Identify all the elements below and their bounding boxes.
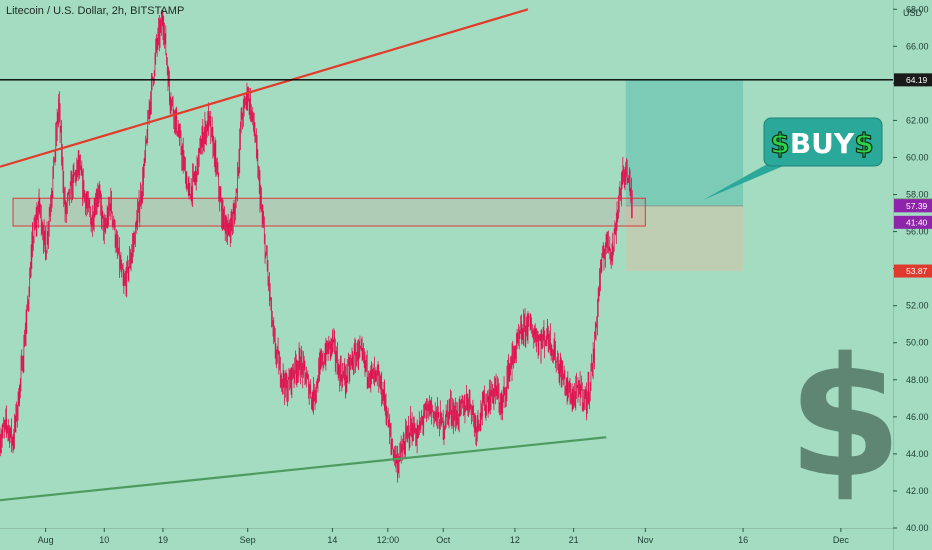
y-tick-label: 68.00 — [906, 4, 929, 14]
x-tick-label: Sep — [240, 535, 256, 545]
price-badge — [894, 215, 932, 229]
plot-background — [0, 0, 893, 550]
x-tick-label: Dec — [833, 535, 850, 545]
y-tick-label: 52.00 — [906, 301, 929, 311]
price-badge — [894, 199, 932, 213]
x-tick-label: 14 — [327, 535, 337, 545]
price-badge-text: 57.39 — [906, 201, 928, 211]
chart-title: Litecoin / U.S. Dollar, 2h, BITSTAMP — [6, 5, 185, 17]
y-tick-label: 56.00 — [906, 227, 929, 237]
lines-layer — [0, 8, 893, 502]
buy-label: BUY — [790, 127, 855, 160]
price-badge — [894, 264, 932, 278]
y-tick-label: 66.00 — [906, 41, 929, 51]
x-tick-label: Oct — [436, 535, 451, 545]
price-badge-text: 53.87 — [906, 266, 928, 276]
y-tick-label: 50.00 — [906, 338, 929, 348]
y-tick-label: 46.00 — [906, 412, 929, 422]
support-trendline — [0, 436, 607, 502]
dollar-sign-icon: $ — [770, 127, 789, 160]
candles-layer — [0, 7, 633, 483]
large-dollar-sign-glyph: $ — [788, 322, 903, 514]
large-dollar-sign-icon: $ — [788, 322, 903, 514]
y-tick-label: 60.00 — [906, 152, 929, 162]
x-tick-label: 21 — [569, 535, 579, 545]
buy-callout: $ BUY $ — [703, 117, 883, 200]
callout-pointer — [703, 158, 788, 200]
profit-zone — [625, 79, 744, 206]
x-tick-label: 12:00 — [377, 535, 400, 545]
y-tick-label: 44.00 — [906, 449, 929, 459]
zones-layer — [12, 79, 744, 272]
resistance-trendline — [0, 8, 529, 168]
y-tick-label: 62.00 — [906, 115, 929, 125]
y-tick-label: 40.00 — [906, 523, 929, 533]
x-tick-label: Nov — [637, 535, 654, 545]
x-tick-label: 12 — [510, 535, 520, 545]
y-tick-label: 58.00 — [906, 190, 929, 200]
x-tick-label: 16 — [738, 535, 748, 545]
time-axis[interactable]: Aug 10 19 Sep 14 12:00 Oct 12 21 Nov 16 Dec — [0, 528, 893, 545]
x-tick-label: Aug — [38, 535, 54, 545]
support-resistance-zone — [12, 197, 646, 227]
callout-box — [763, 117, 883, 167]
y-tick-label: 42.00 — [906, 486, 929, 496]
dollar-sign-icon: $ — [854, 127, 873, 160]
price-badge-text: 64.19 — [906, 75, 928, 85]
x-tick-label: 10 — [99, 535, 109, 545]
y-tick-label: 48.00 — [906, 375, 929, 385]
price-badge-text: 41:40 — [906, 217, 928, 227]
price-badge — [894, 73, 932, 87]
currency-label: USD — [903, 8, 923, 18]
x-tick-label: 19 — [158, 535, 168, 545]
